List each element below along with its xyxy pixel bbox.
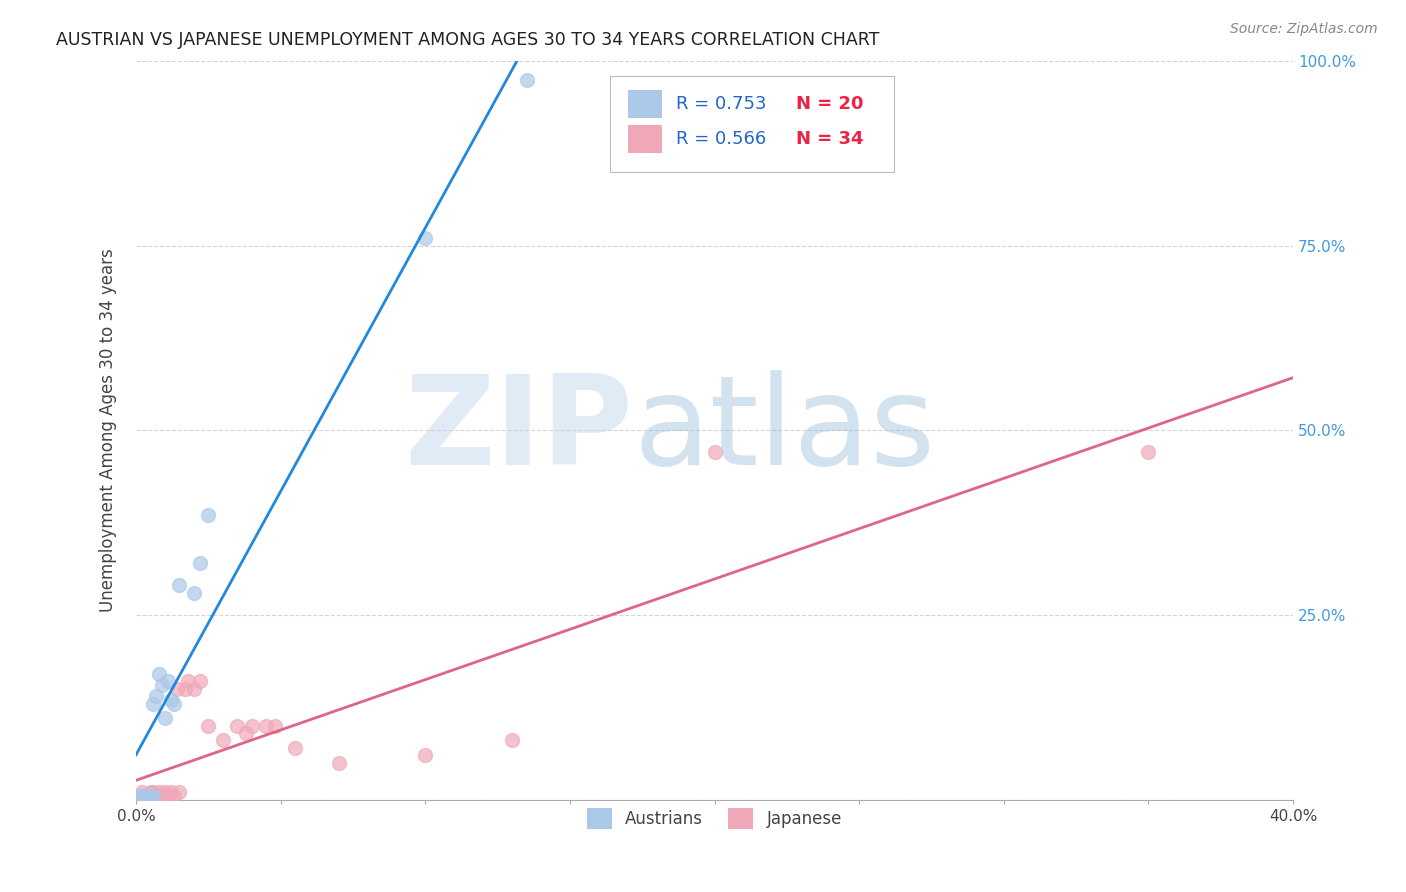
Japanese xyxy=(703,445,725,459)
Japanese xyxy=(183,681,205,696)
Japanese xyxy=(166,681,188,696)
Japanese xyxy=(188,674,211,689)
Japanese xyxy=(142,789,165,803)
Austrians xyxy=(128,789,150,803)
Japanese xyxy=(1137,445,1160,459)
Text: AUSTRIAN VS JAPANESE UNEMPLOYMENT AMONG AGES 30 TO 34 YEARS CORRELATION CHART: AUSTRIAN VS JAPANESE UNEMPLOYMENT AMONG … xyxy=(56,31,880,49)
Japanese xyxy=(240,719,263,733)
Text: N = 20: N = 20 xyxy=(796,95,863,113)
Japanese xyxy=(264,719,287,733)
Japanese xyxy=(139,785,162,799)
Austrians xyxy=(163,697,186,711)
Austrians xyxy=(131,789,153,803)
Japanese xyxy=(159,785,181,799)
Japanese xyxy=(328,756,350,770)
Japanese xyxy=(174,681,197,696)
Japanese xyxy=(148,785,170,799)
Text: Source: ZipAtlas.com: Source: ZipAtlas.com xyxy=(1230,22,1378,37)
Japanese xyxy=(163,789,186,803)
Japanese xyxy=(284,740,307,755)
Austrians xyxy=(136,789,159,803)
Japanese xyxy=(145,789,167,803)
Austrians xyxy=(139,789,162,803)
Japanese xyxy=(128,789,150,803)
Austrians xyxy=(145,689,167,703)
Text: atlas: atlas xyxy=(634,370,935,491)
Y-axis label: Unemployment Among Ages 30 to 34 years: Unemployment Among Ages 30 to 34 years xyxy=(100,249,117,612)
Austrians xyxy=(153,711,176,725)
Austrians xyxy=(197,508,219,523)
Austrians xyxy=(156,674,179,689)
Bar xyxy=(628,90,662,118)
Austrians xyxy=(134,789,156,803)
Japanese xyxy=(226,719,249,733)
Japanese xyxy=(150,789,173,803)
Japanese xyxy=(156,789,179,803)
Austrians xyxy=(188,556,211,570)
Austrians xyxy=(150,678,173,692)
FancyBboxPatch shape xyxy=(610,76,894,172)
Austrians xyxy=(415,231,437,245)
Austrians xyxy=(148,667,170,681)
Austrians xyxy=(516,72,538,87)
Bar xyxy=(628,125,662,153)
Japanese xyxy=(131,789,153,803)
Japanese xyxy=(136,789,159,803)
Japanese xyxy=(235,726,257,740)
Japanese xyxy=(501,733,523,747)
Japanese xyxy=(134,789,156,803)
Austrians xyxy=(183,586,205,600)
Japanese xyxy=(212,733,235,747)
Legend: Austrians, Japanese: Austrians, Japanese xyxy=(581,802,849,836)
Japanese xyxy=(169,785,191,799)
Japanese xyxy=(254,719,277,733)
Text: N = 34: N = 34 xyxy=(796,129,863,148)
Austrians xyxy=(159,693,181,707)
Japanese xyxy=(142,785,165,799)
Japanese xyxy=(415,748,437,763)
Text: ZIP: ZIP xyxy=(405,370,634,491)
Japanese xyxy=(131,785,153,799)
Japanese xyxy=(197,719,219,733)
Japanese xyxy=(153,785,176,799)
Austrians xyxy=(142,697,165,711)
Japanese xyxy=(177,674,200,689)
Text: R = 0.566: R = 0.566 xyxy=(676,129,766,148)
Austrians xyxy=(142,789,165,803)
Austrians xyxy=(169,578,191,592)
Text: R = 0.753: R = 0.753 xyxy=(676,95,766,113)
